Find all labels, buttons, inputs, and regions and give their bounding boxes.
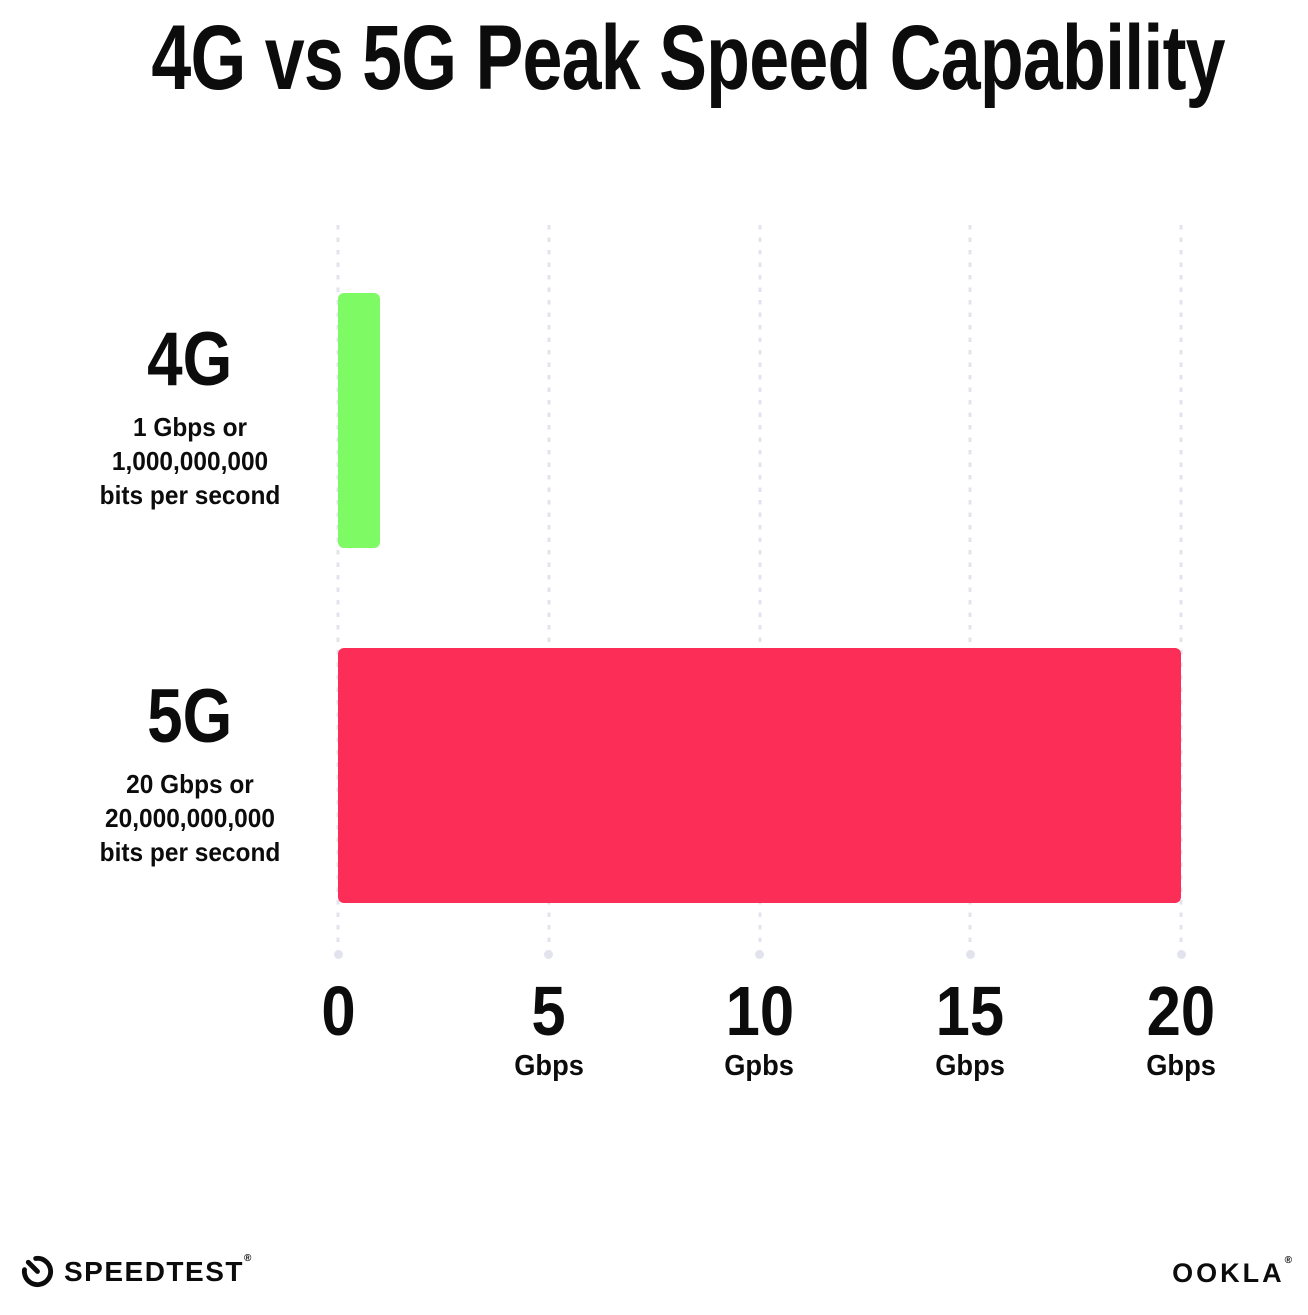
x-tick-5-unit: Gbps bbox=[513, 1050, 584, 1082]
gridline-15 bbox=[968, 225, 972, 955]
category-5g-sub-line2: 20,000,000,000 bbox=[105, 803, 275, 833]
category-4g-name: 4G bbox=[40, 322, 340, 398]
gridline-10 bbox=[758, 225, 761, 955]
speedtest-logo: SPEEDTEST® bbox=[20, 1252, 252, 1289]
ookla-logo: OOKLA® bbox=[1172, 1255, 1292, 1289]
category-5g-name: 5G bbox=[40, 679, 340, 755]
gridlines bbox=[336, 225, 1183, 955]
plot-area bbox=[336, 225, 1183, 955]
title-row: 4G vs 5G Peak Speed Capability bbox=[0, 12, 1308, 104]
gridline-20 bbox=[1179, 225, 1183, 955]
x-tick-15-number: 15 bbox=[935, 972, 1005, 1050]
ookla-trademark: ® bbox=[1284, 1255, 1292, 1266]
speedtest-trademark: ® bbox=[243, 1252, 252, 1264]
x-tick-20-unit: Gbps bbox=[1146, 1050, 1216, 1082]
category-4g: 4G 1 Gbps or 1,000,000,000 bits per seco… bbox=[40, 322, 340, 512]
x-tick-10: 10 Gpbs bbox=[640, 976, 880, 1081]
x-tick-5: 5 Gbps bbox=[429, 976, 669, 1081]
x-tick-0: 0 bbox=[218, 976, 458, 1068]
x-tick-15: 15 Gbps bbox=[850, 976, 1090, 1081]
category-4g-name-text: 4G bbox=[147, 317, 233, 402]
x-tick-20: 20 Gbps bbox=[1061, 976, 1301, 1081]
speedtest-wordmark-text: SPEEDTEST bbox=[64, 1255, 244, 1287]
speedtest-wordmark: SPEEDTEST® bbox=[64, 1252, 252, 1288]
x-tick-20-number: 20 bbox=[1146, 972, 1216, 1050]
category-4g-sub-line3: bits per second bbox=[99, 480, 281, 510]
speedtest-gauge-icon bbox=[21, 1255, 54, 1288]
x-tick-10-number: 10 bbox=[725, 972, 794, 1050]
category-5g-sub-line1: 20 Gbps or bbox=[126, 769, 254, 799]
bar-5g bbox=[338, 648, 1181, 903]
category-5g: 5G 20 Gbps or 20,000,000,000 bits per se… bbox=[40, 679, 340, 869]
category-5g-sub-line3: bits per second bbox=[99, 837, 281, 867]
category-4g-sublabel: 1 Gbps or 1,000,000,000 bits per second bbox=[40, 410, 340, 512]
x-tick-0-number: 0 bbox=[320, 972, 356, 1050]
category-5g-name-text: 5G bbox=[147, 674, 233, 759]
category-4g-sub-line2: 1,000,000,000 bbox=[111, 446, 269, 476]
x-tick-5-number: 5 bbox=[531, 972, 566, 1050]
x-tick-10-unit: Gpbs bbox=[724, 1050, 795, 1082]
ookla-wordmark-text: OOKLA bbox=[1172, 1258, 1285, 1288]
x-tick-15-unit: Gbps bbox=[935, 1050, 1006, 1082]
gridline-5 bbox=[547, 225, 551, 955]
gridline-0 bbox=[336, 225, 340, 955]
x-axis: 0 5 Gbps 10 Gpbs 15 Gbps 20 Gbps bbox=[321, 976, 1216, 1106]
bar-4g bbox=[338, 293, 381, 548]
chart-title: 4G vs 5G Peak Speed Capability bbox=[151, 7, 1225, 109]
category-4g-sub-line1: 1 Gbps or bbox=[132, 412, 248, 442]
category-5g-sublabel: 20 Gbps or 20,000,000,000 bits per secon… bbox=[40, 767, 340, 869]
x-tick-0-unit bbox=[218, 1052, 458, 1068]
